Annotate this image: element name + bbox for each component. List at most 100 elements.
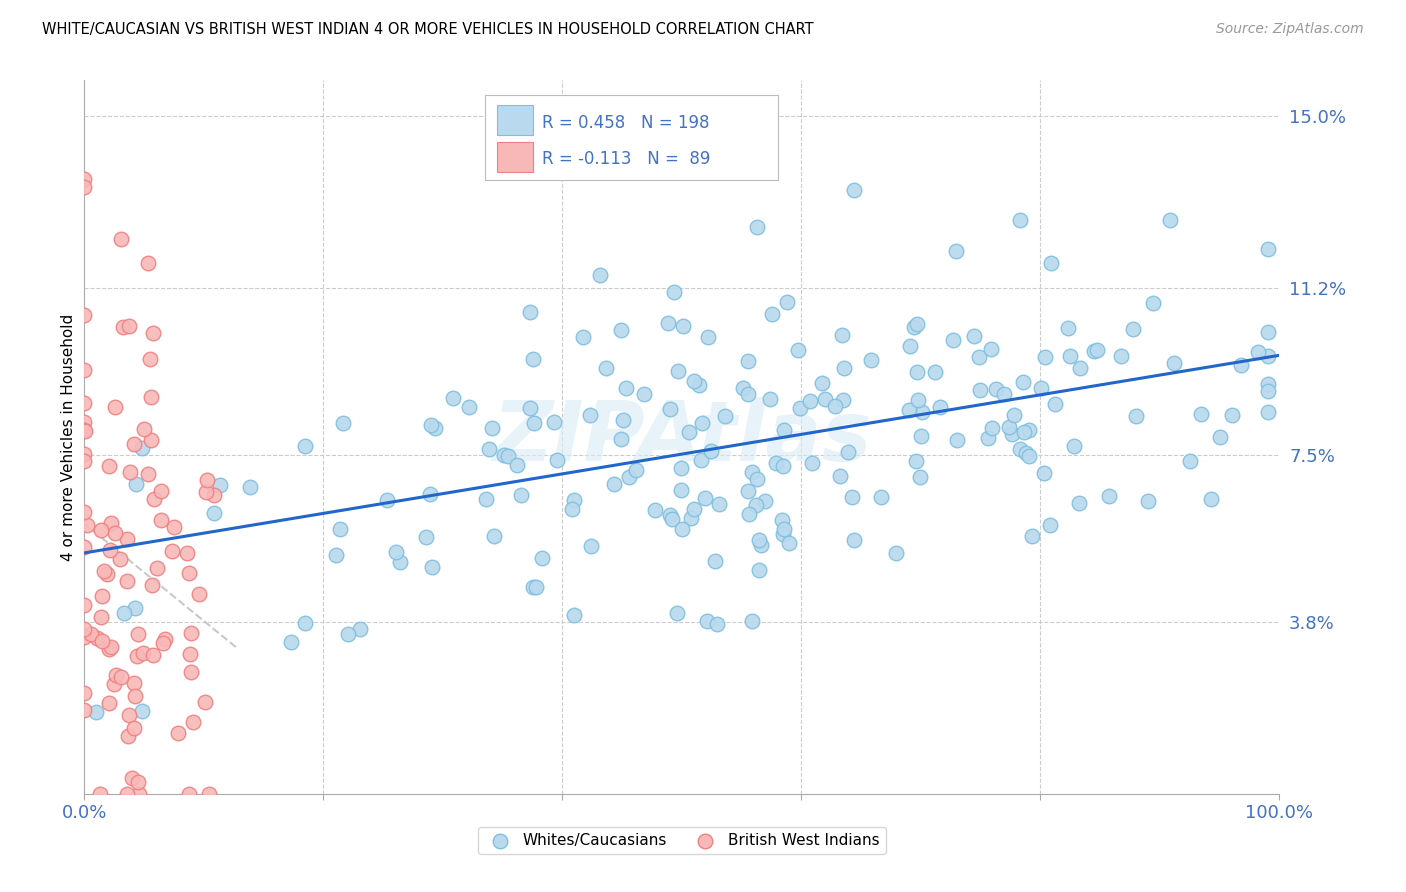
Point: [1012, 376, 1035, 390]
Point: [478, 442, 501, 457]
Point: [506, 458, 529, 473]
Point: [90, 634, 112, 648]
Point: [678, 425, 700, 439]
Point: [152, 635, 174, 649]
Point: [492, 448, 515, 462]
Point: [1039, 256, 1062, 270]
Point: [737, 386, 759, 401]
Point: [693, 491, 716, 505]
Point: [772, 527, 794, 541]
Point: [104, 525, 127, 540]
Point: [571, 330, 593, 344]
Point: [329, 522, 352, 536]
Point: [103, 676, 125, 690]
Point: [1159, 212, 1181, 227]
Point: [945, 244, 967, 258]
Point: [202, 506, 225, 520]
Point: [689, 453, 711, 467]
Text: Source: ZipAtlas.com: Source: ZipAtlas.com: [1216, 22, 1364, 37]
Point: [195, 473, 218, 487]
Point: [132, 422, 155, 436]
Point: [73, 423, 96, 437]
Point: [589, 268, 612, 283]
Point: [139, 390, 162, 404]
Point: [89, 787, 111, 801]
Point: [562, 493, 585, 508]
Point: [884, 546, 907, 560]
Point: [73, 598, 96, 612]
Point: [610, 323, 633, 337]
Point: [770, 513, 793, 527]
Point: [524, 581, 547, 595]
Point: [73, 171, 96, 186]
Point: [799, 394, 821, 409]
Point: [1063, 439, 1085, 453]
Point: [1257, 376, 1279, 391]
Point: [180, 626, 202, 640]
Point: [1039, 517, 1062, 532]
Point: [121, 771, 143, 785]
Point: [73, 454, 96, 468]
Point: [118, 465, 141, 479]
Point: [149, 513, 172, 527]
Text: ZIPAtlas: ZIPAtlas: [492, 397, 872, 477]
Point: [127, 627, 149, 641]
Point: [73, 630, 96, 644]
Point: [127, 774, 149, 789]
Point: [239, 480, 262, 494]
Point: [659, 508, 682, 522]
Point: [425, 420, 447, 434]
Point: [118, 708, 141, 723]
Point: [614, 381, 637, 395]
Point: [176, 546, 198, 560]
Point: [481, 421, 503, 435]
Point: [706, 617, 728, 632]
Point: [666, 364, 689, 378]
Point: [419, 417, 441, 432]
Point: [942, 333, 965, 347]
Point: [1001, 427, 1024, 442]
Point: [73, 180, 96, 194]
Point: [385, 545, 408, 559]
Point: [110, 232, 132, 246]
Point: [1229, 358, 1251, 372]
Point: [624, 463, 647, 477]
Point: [1069, 495, 1091, 509]
Point: [897, 403, 920, 417]
Point: [679, 511, 702, 525]
Point: [1257, 326, 1279, 340]
Point: [1035, 350, 1057, 364]
Point: [90, 609, 112, 624]
Point: [1033, 466, 1056, 480]
Point: [1142, 296, 1164, 310]
Point: [149, 483, 172, 498]
Point: [110, 552, 132, 566]
Point: [562, 608, 585, 623]
Point: [924, 365, 946, 379]
Point: [765, 456, 787, 470]
Point: [100, 516, 122, 530]
Point: [1257, 405, 1279, 419]
Point: [1246, 344, 1268, 359]
Point: [110, 670, 132, 684]
Point: [131, 441, 153, 455]
Point: [692, 416, 714, 430]
Point: [741, 465, 763, 479]
Point: [1018, 449, 1040, 463]
Point: [388, 555, 411, 569]
Point: [612, 413, 634, 427]
Point: [115, 532, 138, 546]
Point: [294, 439, 316, 453]
Point: [294, 616, 316, 631]
Point: [180, 665, 202, 680]
Point: [946, 433, 969, 447]
Point: [98, 641, 121, 656]
Point: [997, 420, 1019, 434]
Point: [122, 676, 145, 690]
Point: [1069, 360, 1091, 375]
Point: [832, 361, 855, 376]
Point: [672, 318, 695, 333]
Point: [86, 705, 108, 719]
Point: [519, 305, 541, 319]
Point: [967, 350, 990, 364]
